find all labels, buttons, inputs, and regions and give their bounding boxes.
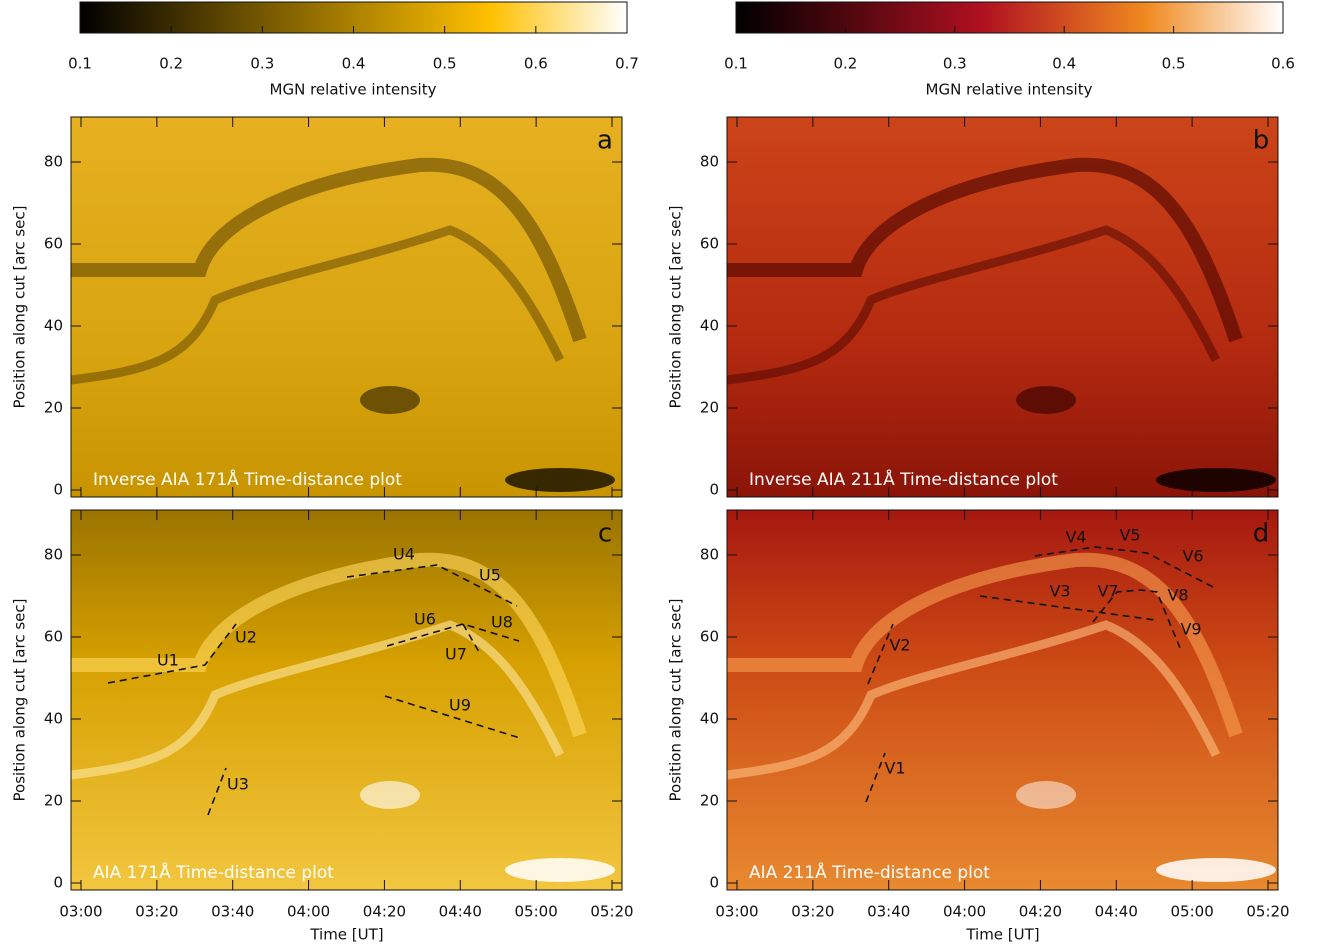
x-axis-label: Time [UT] [309,926,383,944]
x-tick-label: 03:20 [791,903,834,921]
colorbar-tick-label: 0.2 [159,55,183,73]
panel-caption: AIA 211Å Time-distance plot [749,861,990,883]
y-tick-label: 40 [700,710,719,728]
colorbar-tick-label: 0.7 [615,55,639,73]
x-tick-label: 03:20 [135,903,178,921]
colorbar-tick-label: 0.6 [524,55,548,73]
track-label: U4 [393,545,415,564]
y-tick-label: 60 [44,235,63,253]
colorbar [736,2,1283,33]
track-label: V6 [1182,547,1203,566]
x-tick-label: 04:40 [439,903,482,921]
y-tick-label: 20 [700,792,719,810]
colorbar-tick-label: 0.5 [1162,55,1186,73]
y-axis-label: Position along cut [arc sec] [667,599,685,802]
colorbar-tick-label: 0.4 [342,55,366,73]
y-tick-label: 20 [700,399,719,417]
y-tick-label: 80 [44,153,63,171]
y-tick-label: 60 [700,235,719,253]
colorbar-tick-label: 0.2 [833,55,857,73]
y-tick-label: 80 [44,546,63,564]
panel-a-image [71,117,622,497]
y-tick-label: 80 [700,546,719,564]
y-axis-label: Position along cut [arc sec] [11,206,29,409]
track-label: V9 [1180,620,1201,639]
y-tick-label: 80 [700,153,719,171]
panel-caption: Inverse AIA 171Å Time-distance plot [93,468,402,490]
y-tick-label: 40 [44,710,63,728]
y-axis-label: Position along cut [arc sec] [11,599,29,802]
panel-caption: Inverse AIA 211Å Time-distance plot [749,468,1058,490]
panel-letter: a [597,126,613,156]
track-label: V8 [1167,586,1188,605]
panel-letter: c [598,519,612,549]
colorbar-tick-label: 0.4 [1052,55,1076,73]
x-tick-label: 05:00 [515,903,558,921]
x-tick-label: 04:20 [1019,903,1062,921]
x-tick-label: 05:20 [1246,903,1289,921]
y-tick-label: 40 [44,317,63,335]
x-tick-label: 03:00 [715,903,758,921]
colorbar-tick-label: 0.5 [433,55,457,73]
y-tick-label: 60 [700,628,719,646]
track-label: U3 [227,775,249,794]
track-label: V3 [1049,582,1070,601]
track-label: U7 [445,645,467,664]
y-tick-label: 0 [709,481,719,499]
y-tick-label: 0 [53,481,63,499]
x-tick-label: 04:40 [1095,903,1138,921]
y-axis-label: Position along cut [arc sec] [667,206,685,409]
colorbar-tick-label: 0.6 [1271,55,1295,73]
x-tick-label: 04:00 [287,903,330,921]
x-tick-label: 03:40 [867,903,910,921]
y-tick-label: 40 [700,317,719,335]
colorbar-tick-label: 0.3 [943,55,967,73]
y-tick-label: 0 [709,874,719,892]
track-label: V2 [889,636,910,655]
colorbar-label: MGN relative intensity [270,81,437,99]
panel-letter: d [1253,519,1270,549]
x-tick-label: 05:00 [1171,903,1214,921]
x-tick-label: 03:00 [59,903,102,921]
track-label: V5 [1119,526,1140,545]
x-axis-label: Time [UT] [965,926,1039,944]
colorbar-tick-label: 0.1 [68,55,92,73]
panel-b-image [727,117,1278,497]
track-label: V4 [1065,528,1086,547]
y-tick-label: 20 [44,792,63,810]
y-tick-label: 20 [44,399,63,417]
track-label: U2 [235,628,257,647]
track-label: V1 [884,759,905,778]
track-label: U1 [157,651,179,670]
y-tick-label: 60 [44,628,63,646]
track-label: U5 [479,566,501,585]
panel-c-image [71,510,622,890]
panel-letter: b [1253,126,1270,156]
track-label: U8 [491,613,513,632]
x-tick-label: 04:00 [943,903,986,921]
colorbar-label: MGN relative intensity [926,81,1093,99]
colorbar-tick-label: 0.1 [724,55,748,73]
panel-caption: AIA 171Å Time-distance plot [93,861,334,883]
figure: 0.1 0.2 0.3 0.4 0.5 0.6 0.7 MGN relative intens… [0,0,1322,950]
colorbar-tick-label: 0.3 [250,55,274,73]
x-tick-label: 03:40 [211,903,254,921]
track-label: V7 [1097,582,1118,601]
track-label: U6 [414,610,436,629]
y-tick-label: 0 [53,874,63,892]
x-tick-label: 04:20 [363,903,406,921]
x-tick-label: 05:20 [590,903,633,921]
panel-d-image [727,510,1278,890]
track-label: U9 [449,696,471,715]
